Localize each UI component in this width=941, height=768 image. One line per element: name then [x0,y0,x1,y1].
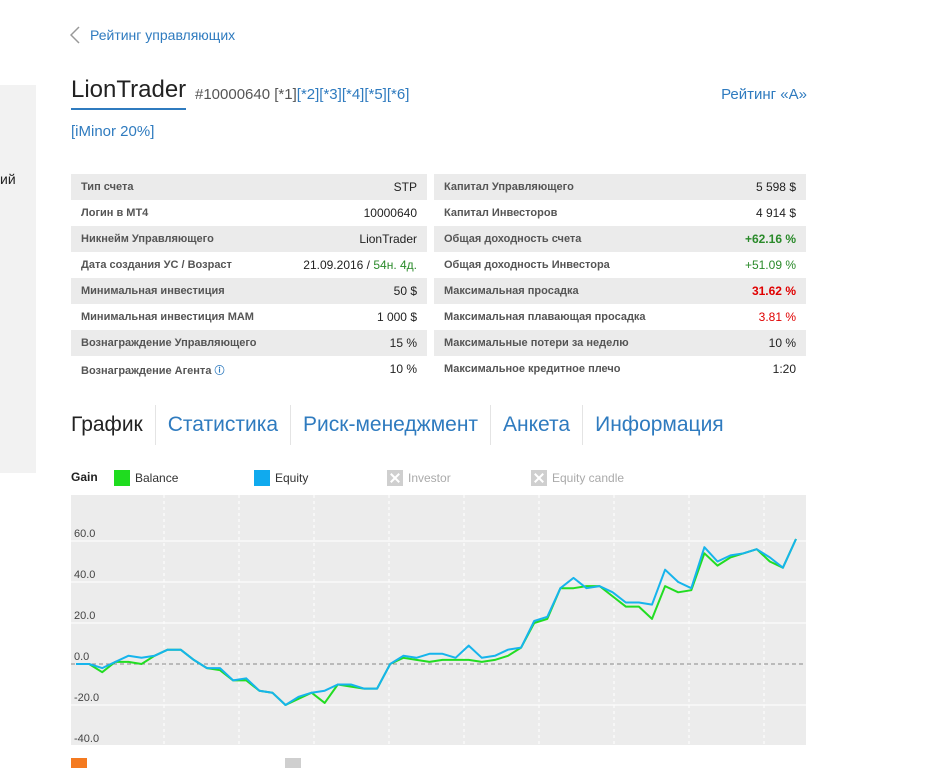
table-row: Логин в MT4 10000640 [71,200,427,226]
info-icon[interactable]: ⓘ [214,365,225,377]
row-label: Вознаграждение Управляющего [81,337,257,349]
y-tick-label: 0.0 [74,651,89,663]
row-value: +51.09 % [744,258,796,272]
row-label: Никнейм Управляющего [81,233,214,245]
bottom-legend [71,758,471,768]
tab-chart[interactable]: График [71,413,143,436]
capital-info-table: Капитал Управляющего 5 598 $ Капитал Инве… [434,174,806,382]
creation-date: 21.09.2016 / [303,258,374,272]
legend-equity[interactable]: Equity [254,470,308,486]
tab-bar: График Статистика Риск-менеджмент Анкета… [71,405,736,445]
row-label: Логин в MT4 [81,207,149,219]
bottom-legend-swatch[interactable] [285,758,301,768]
row-value: +62.16 % [744,232,796,246]
row-value: 1:20 [772,362,796,376]
table-row: Капитал Инвесторов 4 914 $ [434,200,806,226]
row-label: Дата создания УС / Возраст [81,259,232,271]
rating-link[interactable]: Рейтинг «А» [721,86,807,103]
side-panel: ий [0,85,36,473]
back-link-label: Рейтинг управляющих [90,27,236,43]
row-value: 15 % [389,336,417,350]
row-label: Тип счета [81,181,134,193]
row-label: Капитал Управляющего [444,181,574,193]
trader-id-line: #10000640 [*1][*2][*3][*4][*5][*6] [195,86,409,103]
legend-balance[interactable]: Balance [114,470,178,486]
iminor-badge-link[interactable]: [iMinor 20%] [71,123,155,140]
table-row: Максимальное кредитное плечо 1:20 [434,356,806,382]
side-panel-text: ий [0,171,16,187]
row-label: Максимальная просадка [444,285,579,297]
y-tick-label: 40.0 [74,569,95,581]
table-row: Капитал Управляющего 5 598 $ [434,174,806,200]
trader-tag[interactable]: [*5] [364,86,387,103]
row-label: Общая доходность Инвестора [444,259,610,271]
trader-tag[interactable]: [*2] [296,86,320,103]
row-label: Максимальное кредитное плечо [444,363,621,375]
account-info-table: Тип счета STP Логин в MT4 10000640 Никнейм… [71,174,427,382]
table-row: Никнейм Управляющего LionTrader [71,226,427,252]
y-tick-label: -20.0 [74,692,99,704]
row-label: Капитал Инвесторов [444,207,558,219]
y-tick-label: 20.0 [74,610,95,622]
row-value: 10000640 [363,206,417,220]
tab-information[interactable]: Информация [582,405,736,445]
row-value: 3.81 % [758,310,796,324]
row-value: 50 $ [393,284,417,298]
row-value: 10 % [389,362,417,376]
row-value: 5 598 $ [755,180,796,194]
row-value: 10 % [768,336,796,350]
row-value: 4 914 $ [755,206,796,220]
table-row: Минимальная инвестиция 50 $ [71,278,427,304]
legend-equity-candle[interactable]: Equity candle [531,470,624,486]
table-row: Вознаграждение Управляющего 15 % [71,330,427,356]
y-tick-label: 60.0 [74,528,95,540]
row-label-text: Вознаграждение Агента [81,364,212,377]
trader-id: #10000640 [195,86,271,103]
row-label: Вознаграждение Агента ⓘ [81,362,224,377]
back-link[interactable]: Рейтинг управляющих [70,26,235,44]
bottom-legend-swatch[interactable] [71,758,87,768]
gain-chart-svg: 60.0 40.0 20.0 0.0 -20.0 -40.0 [71,495,806,747]
row-value: 21.09.2016 / 54н. 4д. [303,258,417,272]
tab-risk-management[interactable]: Риск-менеджмент [290,405,490,445]
table-row: Минимальная инвестиция MAM 1 000 $ [71,304,427,330]
legend-investor[interactable]: Investor [387,470,451,486]
gain-chart[interactable]: 60.0 40.0 20.0 0.0 -20.0 -40.0 [71,495,806,747]
row-label: Максимальная плавающая просадка [444,311,646,323]
trader-tag[interactable]: [*3] [319,86,342,103]
row-value: LionTrader [359,232,417,246]
table-row: Максимальная плавающая просадка 3.81 % [434,304,806,330]
table-row: Максимальные потери за неделю 10 % [434,330,806,356]
row-label: Минимальная инвестиция [81,285,225,297]
table-row: Максимальная просадка 31.62 % [434,278,806,304]
unchecked-icon [387,470,403,486]
chart-plot-area [71,495,806,745]
trader-tag[interactable]: [*6] [386,86,410,103]
row-value: 31.62 % [751,284,796,298]
table-row: Общая доходность счета +62.16 % [434,226,806,252]
table-row: Дата создания УС / Возраст 21.09.2016 / 5… [71,252,427,278]
chevron-left-icon [70,26,80,44]
row-value: 1 000 $ [376,310,417,324]
tab-statistics[interactable]: Статистика [154,405,290,445]
balance-swatch [114,470,130,486]
table-row: Вознаграждение Агента ⓘ 10 % [71,356,427,382]
row-label: Общая доходность счета [444,233,582,245]
trader-tag: [*1] [274,86,297,103]
y-tick-label: -40.0 [74,733,99,745]
trader-tag[interactable]: [*4] [341,86,365,103]
equity-swatch [254,470,270,486]
row-label: Максимальные потери за неделю [444,337,629,349]
table-row: Общая доходность Инвестора +51.09 % [434,252,806,278]
series-line-equity [76,538,797,706]
trader-name: LionTrader [71,76,187,110]
trader-header: LionTrader #10000640 [*1][*2][*3][*4][*5… [71,76,807,116]
legend-gain-label: Gain [71,470,98,484]
row-value: STP [393,180,417,194]
row-label: Минимальная инвестиция MAM [81,311,254,323]
tab-questionnaire[interactable]: Анкета [490,405,582,445]
account-age: 54н. 4д. [373,258,417,272]
unchecked-icon [531,470,547,486]
table-row: Тип счета STP [71,174,427,200]
